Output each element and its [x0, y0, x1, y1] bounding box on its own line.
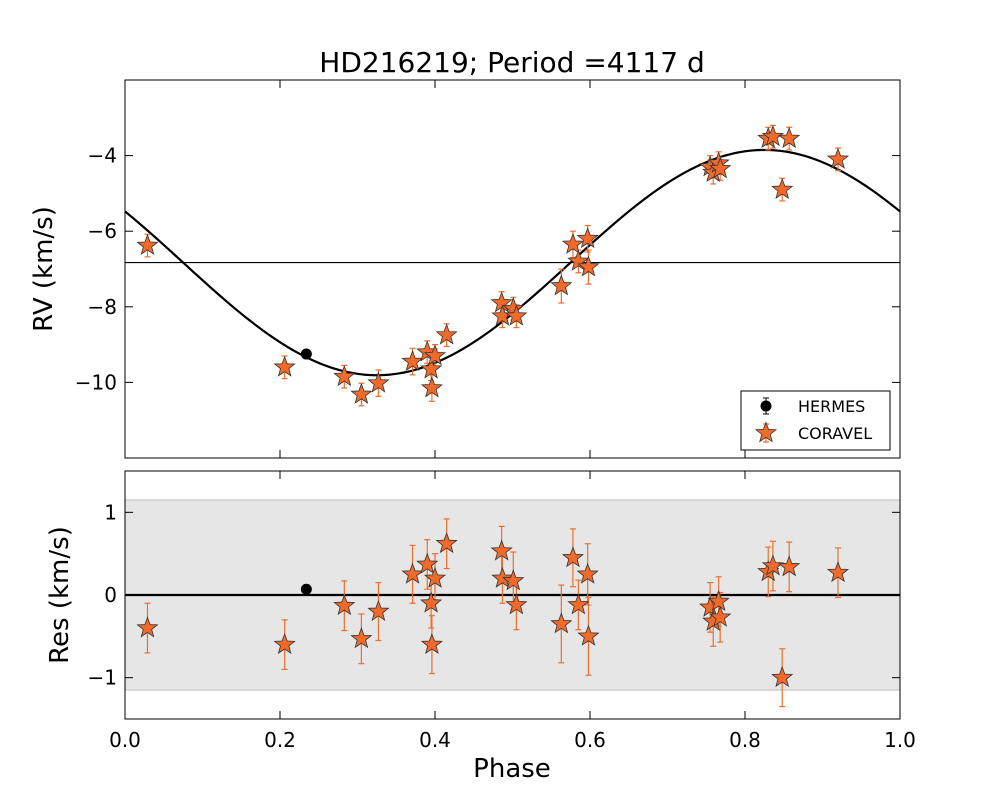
- residual-coravel-point: [826, 561, 850, 583]
- rv-coravel-point: [420, 376, 443, 398]
- residual-coravel-point: [416, 552, 439, 574]
- x-tick-label: 0.6: [574, 728, 606, 752]
- rv-y-tick-label: −8: [88, 295, 117, 319]
- rv-coravel-point: [576, 227, 599, 249]
- rv-coravel-point: [136, 233, 159, 255]
- residual-coravel-point: [577, 624, 600, 646]
- residual-coravel-point: [778, 555, 801, 577]
- residual-coravel-point: [420, 591, 443, 613]
- rv-coravel-point: [350, 382, 373, 404]
- rv-coravel-point: [273, 355, 296, 377]
- chart-title: HD216219; Period =4117 d: [319, 46, 704, 79]
- residual-coravel-point: [490, 539, 513, 561]
- rv-panel-frame: [124, 79, 901, 459]
- residual-coravel-point: [771, 666, 794, 688]
- rv-coravel-point: [577, 255, 600, 277]
- legend-coravel-star-icon: [754, 421, 778, 443]
- rv-y-tick-label: −10: [75, 370, 117, 394]
- residual-y-axis: −1 0 1: [88, 500, 900, 690]
- rv-coravel-point: [826, 147, 850, 169]
- residual-coravel-point: [273, 632, 296, 655]
- legend-hermes-marker: [760, 400, 772, 412]
- rv-coravel-point: [771, 177, 794, 200]
- rv-coravel-point: [550, 274, 573, 296]
- residual-coravel-point: [761, 554, 784, 576]
- rv-coravel-point: [420, 357, 443, 379]
- residual-y-tick-label: 1: [104, 500, 117, 524]
- residual-coravel-point: [435, 532, 458, 554]
- rv-y-axis-label: RV (km/s): [29, 206, 59, 332]
- rv-y-tick-label: −6: [88, 219, 117, 243]
- rv-coravel-point: [709, 157, 732, 179]
- residual-y-axis-label: Res (km/s): [45, 526, 75, 664]
- legend-coravel-label: CORAVEL: [798, 424, 872, 443]
- rv-y-axis: −10 −8 −6 −4: [75, 144, 900, 394]
- rv-x-ticks: [124, 80, 901, 458]
- residual-coravel-point: [420, 632, 443, 655]
- residual-coravel-point: [709, 605, 732, 627]
- rv-coravel-point: [561, 232, 585, 254]
- residual-y-tick-label: −1: [88, 666, 117, 690]
- rv-coravel-point: [401, 349, 424, 372]
- residual-coravel-point: [576, 562, 599, 584]
- x-tick-label: 0.4: [419, 728, 451, 752]
- x-tick-label: 0.2: [264, 728, 296, 752]
- residual-coravel-point: [401, 562, 424, 584]
- rv-coravel-point: [367, 371, 390, 393]
- x-tick-label: 1.0: [884, 728, 916, 752]
- rv-y-tick-label: −4: [88, 144, 117, 168]
- residual-panel: −1 0 1 0.0 0.2 0.4 0.6 0.8 1.0 Res (km/s) Phase: [45, 470, 916, 784]
- rv-hermes-point: [300, 348, 312, 360]
- residual-coravel-point: [502, 569, 525, 591]
- residual-coravel-point: [367, 599, 390, 621]
- rv-coravel-point: [778, 126, 801, 149]
- rv-coravel-point: [505, 304, 528, 326]
- residual-hermes-point: [300, 583, 312, 595]
- x-axis-label: Phase: [473, 754, 551, 784]
- rv-coravel-point: [333, 365, 356, 387]
- residual-coravel-point: [333, 594, 356, 616]
- x-axis: 0.0 0.2 0.4 0.6 0.8 1.0: [109, 471, 916, 752]
- rv-coravel-point: [435, 323, 458, 345]
- residual-coravel-point: [550, 612, 573, 634]
- rv-coravel-point: [567, 249, 590, 271]
- legend-entry-coravel: CORAVEL: [754, 421, 872, 443]
- residual-plot-area: [124, 499, 901, 708]
- residual-y-tick-label: 0: [104, 583, 117, 607]
- rv-panel: −10 −8 −6 −4 RV (km/s) HERMES CORAVEL: [29, 79, 901, 459]
- residual-coravel-point: [505, 593, 528, 615]
- x-tick-label: 0.8: [729, 728, 761, 752]
- residual-coravel-point: [423, 566, 447, 588]
- legend-hermes-label: HERMES: [798, 397, 865, 416]
- x-tick-label: 0.0: [109, 728, 141, 752]
- residual-coravel-point: [350, 627, 373, 649]
- legend-entry-hermes: HERMES: [760, 397, 865, 416]
- rv-plot-area: [124, 124, 901, 407]
- residual-coravel-point: [561, 546, 585, 568]
- residual-coravel-point: [567, 593, 590, 615]
- residual-coravel-point: [136, 616, 159, 638]
- rv-coravel-point: [423, 344, 447, 366]
- legend: HERMES CORAVEL: [740, 390, 891, 451]
- residual-coravel-point: [707, 589, 730, 612]
- rv-coravel-point: [761, 125, 784, 147]
